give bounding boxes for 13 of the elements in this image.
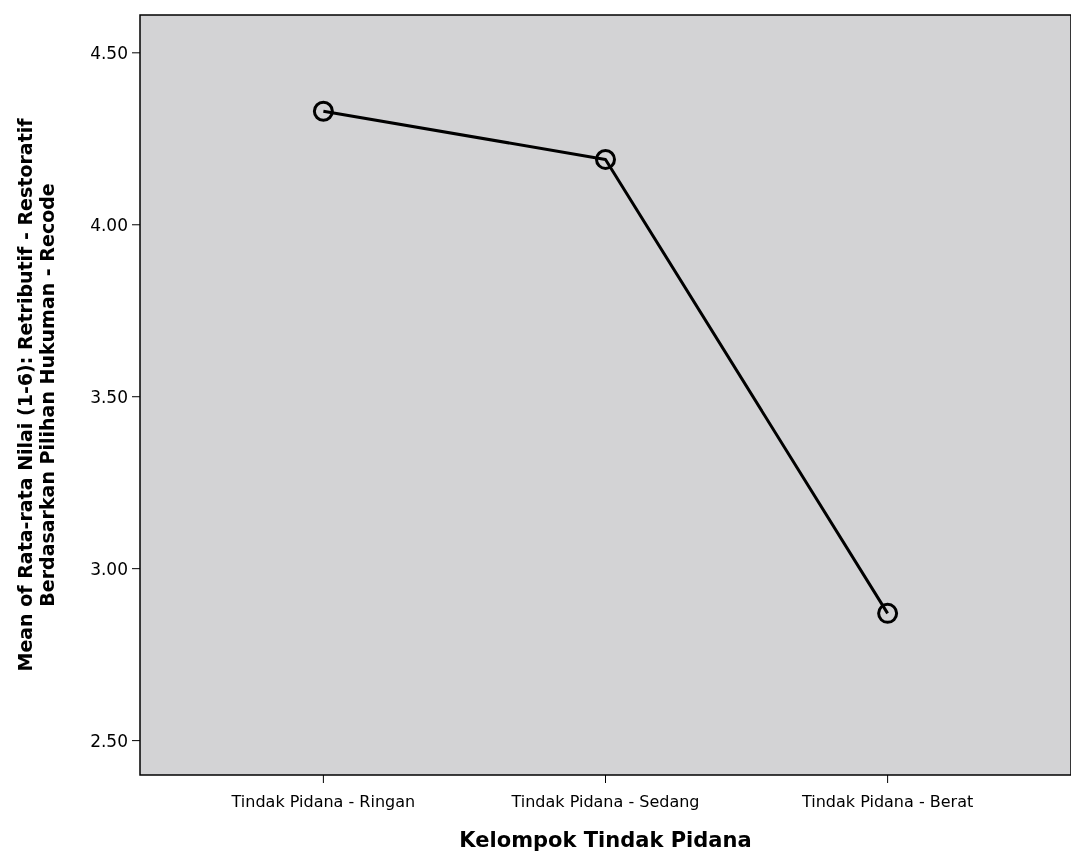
y-tick-label: 2.50	[90, 730, 128, 751]
y-tick-label: 4.00	[90, 214, 128, 235]
point	[877, 602, 899, 624]
y-axis-title: Mean of Rata-rata Nilai (1-6): Retributif - Restoratif Berdasarkan Pilihan Hukuman - Recode	[14, 117, 58, 672]
y-tick-label: 3.00	[90, 558, 128, 579]
x-tick-label: Tindak Pidana - Berat	[801, 792, 974, 811]
point	[312, 100, 334, 122]
x-axis-title: Kelompok Tindak Pidana	[459, 828, 752, 852]
point	[595, 148, 616, 170]
y-tick-label: 4.50	[90, 42, 128, 63]
x-tick-label: Tindak Pidana - Sedang	[510, 792, 700, 811]
x-tick-label: Tindak Pidana - Ringan	[230, 792, 416, 811]
y-tick-label: 3.50	[90, 386, 128, 407]
